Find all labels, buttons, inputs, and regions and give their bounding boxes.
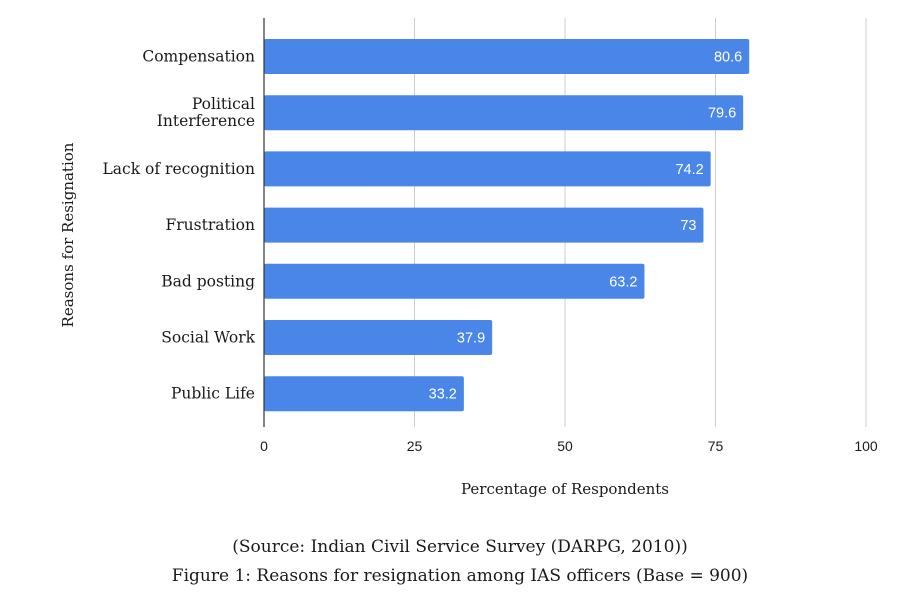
category-label-3: Frustration [166, 216, 255, 234]
data-label-3: 73 [680, 218, 696, 234]
category-label-2: Lack of recognition [103, 160, 256, 178]
x-tick-labels: 0 25 50 75 100 [260, 438, 878, 454]
data-label-0: 80.6 [714, 50, 742, 66]
bar-5 [264, 320, 493, 355]
category-label-1: Political Interference [157, 95, 255, 130]
category-label-5: Social Work [161, 329, 255, 347]
figure-caption: Figure 1: Reasons for resignation among … [172, 566, 748, 586]
x-tick-label-0: 0 [260, 438, 268, 454]
category-label-4: Bad posting [161, 272, 255, 290]
x-tick-label-3: 75 [708, 438, 724, 454]
category-label-0: Compensation [142, 48, 255, 66]
bar-3 [264, 207, 704, 243]
bar-1 [264, 95, 744, 131]
x-tick-label-4: 100 [854, 438, 878, 454]
bar-0 [264, 39, 750, 74]
data-label-5: 37.9 [457, 331, 485, 347]
data-label-1: 79.6 [708, 106, 736, 122]
category-labels: Compensation Political Interference Lack of… [103, 48, 256, 403]
x-tick-label-2: 50 [557, 438, 573, 454]
data-label-4: 63.2 [609, 274, 637, 290]
bars: 80.6 79.6 74.2 73 63.2 37.9 33.2 [264, 39, 750, 412]
category-label-6: Public Life [171, 385, 255, 403]
source-text: (Source: Indian Civil Service Survey (DA… [232, 537, 687, 557]
bar-4 [264, 263, 645, 299]
x-tick-label-1: 25 [407, 438, 423, 454]
bar-6 [264, 376, 464, 412]
data-label-2: 74.2 [675, 162, 703, 178]
bar-2 [264, 151, 711, 187]
y-axis-title: Reasons for Resignation [59, 142, 77, 327]
x-axis-title: Percentage of Respondents [461, 480, 669, 498]
data-label-6: 33.2 [429, 387, 457, 403]
